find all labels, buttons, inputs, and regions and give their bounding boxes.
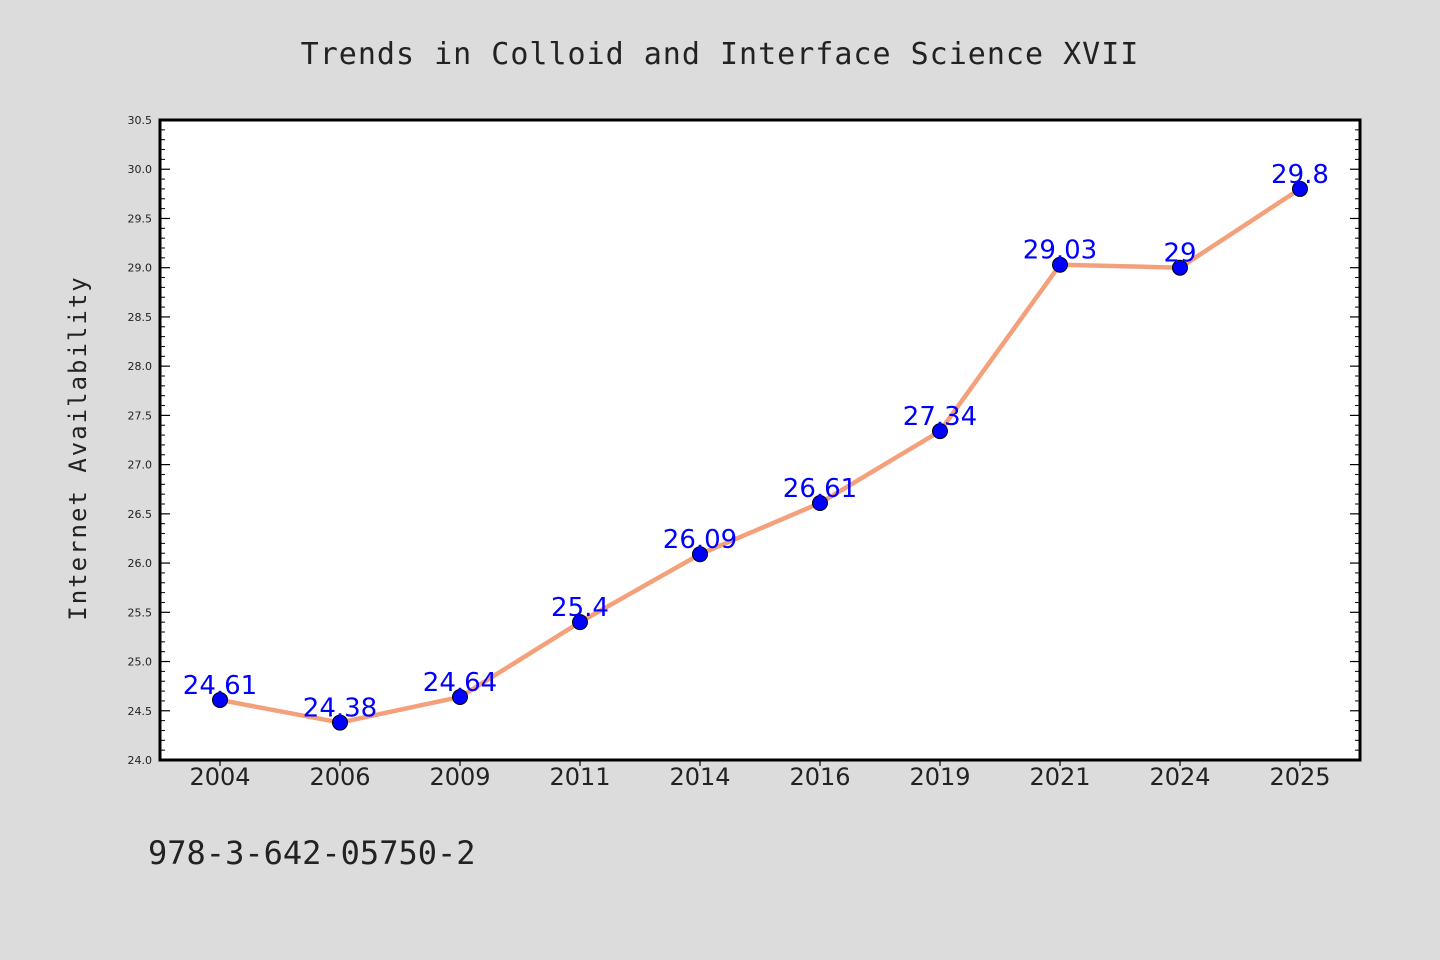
x-tick-label: 2019	[909, 763, 970, 791]
data-label: 29.8	[1271, 160, 1329, 190]
footer-text: 978-3-642-05750-2	[148, 834, 476, 872]
data-point	[212, 691, 228, 708]
data-label: 29	[1163, 239, 1196, 269]
data-point	[1172, 259, 1188, 276]
y-tick-label: 25.0	[128, 656, 153, 669]
y-axis: 24.0 24.5 25.0 25.5 26.0 26.5 27.0 27.5 28.0 28.5…	[128, 114, 1360, 767]
y-tick-label: 24.5	[128, 705, 153, 718]
x-tick-label: 2004	[189, 763, 250, 791]
data-label: 27.34	[903, 402, 977, 432]
data-point	[692, 546, 708, 563]
data-label: 24.61	[183, 671, 257, 701]
y-tick-label: 26.5	[128, 508, 153, 521]
data-point	[812, 495, 828, 512]
y-tick-label: 27.5	[128, 409, 153, 422]
plot-background	[160, 120, 1360, 760]
x-tick-label: 2014	[669, 763, 730, 791]
x-tick-label: 2025	[1269, 763, 1330, 791]
data-point	[332, 714, 348, 731]
data-label: 26.09	[663, 525, 737, 555]
y-tick-label: 27.0	[128, 459, 153, 472]
x-tick-label: 2021	[1029, 763, 1090, 791]
data-point	[572, 614, 588, 631]
y-tick-label: 25.5	[128, 606, 153, 619]
data-label: 25.4	[551, 593, 609, 623]
y-axis-label: Internet Availability	[64, 275, 92, 620]
y-tick-label: 30.5	[128, 114, 153, 127]
x-tick-label: 2024	[1149, 763, 1210, 791]
plot-frame	[158, 118, 1362, 762]
data-label: 24.38	[303, 694, 377, 724]
y-tick-label: 28.0	[128, 360, 153, 373]
y-tick-label: 26.0	[128, 557, 153, 570]
x-tick-label: 2006	[309, 763, 370, 791]
y-tick-label: 30.0	[128, 163, 153, 176]
x-tick-label: 2016	[789, 763, 850, 791]
x-tick-label: 2009	[429, 763, 490, 791]
chart-title: Trends in Colloid and Interface Science …	[301, 37, 1140, 72]
y-tick-label: 29.0	[128, 262, 153, 275]
series-line	[217, 186, 1303, 725]
data-point	[452, 688, 468, 705]
data-label: 26.61	[783, 474, 857, 504]
data-point	[1052, 256, 1068, 273]
data-point	[1292, 180, 1308, 197]
x-axis: 2004 2006 2009 2011 2014 2016 2019 2021 2024 2025	[189, 760, 1331, 791]
data-point	[932, 423, 948, 440]
data-label: 29.03	[1023, 236, 1097, 266]
y-tick-label: 29.5	[128, 212, 153, 225]
x-tick-label: 2011	[549, 763, 610, 791]
y-tick-label: 28.5	[128, 311, 153, 324]
y-tick-label: 24.0	[128, 754, 153, 767]
series-layer: 24.61 24.38 24.64 25.4 26.09 26.61 27.34 29.03 2…	[183, 160, 1329, 731]
data-label: 24.64	[423, 668, 497, 698]
